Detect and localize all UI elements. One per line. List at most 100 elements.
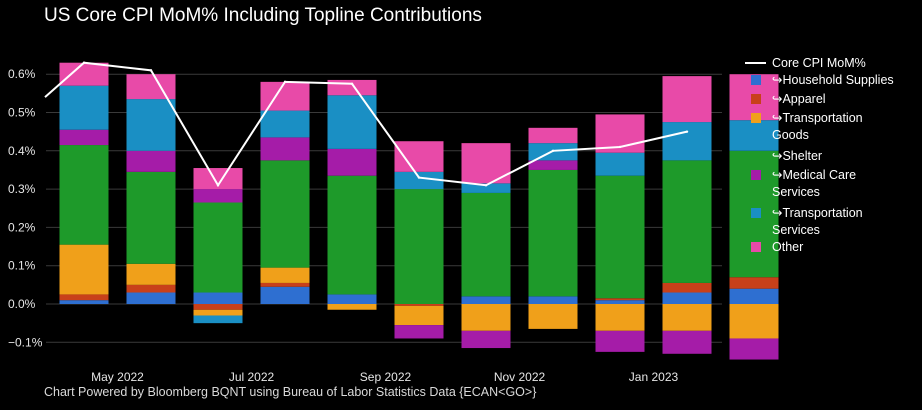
x-tick-label: Sep 2022 (360, 370, 412, 384)
y-tick-label: 0.4% (8, 144, 36, 158)
bar-segment (595, 330, 645, 352)
legend-label: ↪Apparel (772, 92, 826, 106)
x-tick-label: Nov 2022 (494, 370, 546, 384)
bar-segment (193, 304, 243, 310)
core-cpi-point (149, 69, 153, 72)
bar-segment (327, 175, 377, 295)
bar-segment (260, 286, 310, 304)
bar-segment (595, 298, 645, 301)
core-cpi-point (685, 130, 689, 133)
bar-segment (59, 145, 109, 245)
y-tick-label: −0.1% (8, 335, 43, 349)
bar-segment (327, 294, 377, 304)
bar-segment (461, 192, 511, 297)
x-tick-label: Jul 2022 (229, 370, 275, 384)
core-cpi-point (283, 80, 287, 84)
y-tick-label: 0.6% (8, 67, 36, 81)
legend-swatch (751, 170, 761, 180)
bar-segment (595, 175, 645, 299)
bar-segment (595, 152, 645, 176)
core-cpi-point (417, 176, 421, 179)
bar-segment (126, 171, 176, 264)
legend-swatch (751, 94, 761, 104)
y-tick-label: 0.0% (8, 297, 36, 311)
core-cpi-point (618, 145, 622, 149)
bar-segment (193, 202, 243, 293)
bar-segment (595, 300, 645, 304)
bar-segment (729, 338, 779, 360)
bar-segment (394, 171, 444, 190)
bar-segment (528, 304, 578, 329)
bar-segment (260, 110, 310, 138)
legend-label: ↪Shelter (772, 149, 822, 163)
core-cpi-point (350, 82, 354, 85)
bar-segment (394, 304, 444, 306)
legend-swatch (751, 242, 761, 252)
legend-label: Services (772, 185, 820, 199)
legend-label: Goods (772, 128, 809, 142)
bar-segment (729, 277, 779, 289)
y-tick-label: 0.3% (8, 182, 36, 196)
legend-label: Other (772, 240, 803, 254)
bar-segment (662, 330, 712, 354)
bar-segment (394, 305, 444, 326)
bar-segment (528, 127, 578, 144)
bar-segment (729, 304, 779, 339)
bar-segment (59, 85, 109, 130)
bar-segment (327, 95, 377, 149)
legend-label: ↪Transportation (772, 111, 863, 125)
legend-swatch (751, 75, 761, 85)
bar-segment (327, 304, 377, 310)
bar-segment (461, 304, 511, 331)
bar-segment (126, 284, 176, 293)
y-tick-label: 0.5% (8, 106, 36, 120)
bar-segment (260, 81, 310, 111)
bar-segment (662, 304, 712, 331)
legend-swatch (751, 208, 761, 218)
bar-segment (59, 294, 109, 301)
bar-segment (193, 292, 243, 304)
bars (59, 62, 779, 360)
bar-segment (528, 296, 578, 304)
y-tick-label: 0.2% (8, 220, 36, 234)
bar-segment (729, 120, 779, 151)
bar-segment (662, 76, 712, 123)
bar-segment (59, 244, 109, 295)
x-tick-label: May 2022 (91, 370, 144, 384)
bar-segment (327, 79, 377, 96)
bar-segment (126, 99, 176, 151)
bar-segment (193, 189, 243, 203)
bar-segment (126, 292, 176, 304)
core-cpi-point (216, 184, 220, 187)
bar-segment (461, 183, 511, 193)
legend-label: Services (772, 223, 820, 237)
core-cpi-point (551, 149, 555, 152)
legend-label: ↪Medical Care (772, 168, 856, 182)
bar-segment (126, 150, 176, 172)
bar-segment (662, 292, 712, 304)
bar-segment (193, 309, 243, 316)
bar-segment (729, 288, 779, 304)
bar-segment (662, 122, 712, 161)
chart-title: US Core CPI MoM% Including Topline Contr… (44, 5, 482, 26)
bar-segment (662, 282, 712, 293)
core-cpi-points (82, 61, 689, 187)
legend: Core CPI MoM% ↪Household Supplies ↪Apparel… (745, 56, 894, 254)
bar-segment (126, 74, 176, 100)
bar-segment (126, 263, 176, 285)
bar-segment (260, 160, 310, 268)
bar-segment (394, 189, 444, 304)
x-axis: May 2022 Jul 2022 Sep 2022 Nov 2022 Jan 2023 (91, 370, 678, 384)
bar-segment (528, 160, 578, 170)
bar-segment (59, 300, 109, 304)
bar-segment (662, 160, 712, 283)
x-tick-label: Jan 2023 (629, 370, 679, 384)
y-tick-label: 0.1% (8, 259, 36, 273)
bar-segment (394, 141, 444, 172)
chart-footer: Chart Powered by Bloomberg BQNT using Bu… (44, 385, 537, 399)
bar-segment (59, 62, 109, 86)
bar-segment (461, 330, 511, 349)
legend-label: ↪Transportation (772, 206, 863, 220)
legend-label: Core CPI MoM% (772, 56, 866, 70)
